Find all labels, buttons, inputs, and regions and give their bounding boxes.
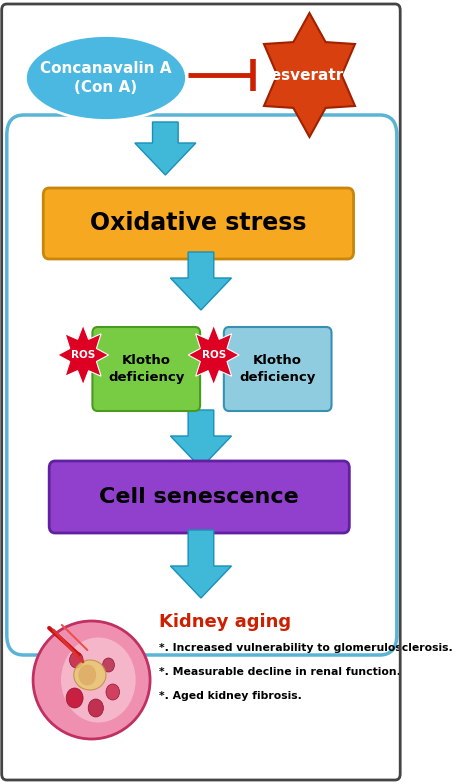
Text: Klotho
deficiency: Klotho deficiency (239, 354, 316, 383)
Polygon shape (135, 122, 196, 175)
Ellipse shape (33, 621, 150, 739)
Circle shape (70, 652, 83, 668)
Ellipse shape (26, 35, 187, 120)
Text: ROS: ROS (201, 350, 226, 360)
FancyBboxPatch shape (92, 327, 200, 411)
Ellipse shape (61, 637, 136, 723)
FancyBboxPatch shape (49, 461, 349, 533)
Polygon shape (171, 252, 231, 310)
Circle shape (106, 684, 119, 700)
Ellipse shape (74, 660, 106, 690)
Text: ROS: ROS (71, 350, 95, 360)
Circle shape (79, 665, 96, 685)
Polygon shape (264, 13, 355, 137)
Text: Concanavalin A
(Con A): Concanavalin A (Con A) (40, 60, 172, 95)
FancyBboxPatch shape (224, 327, 331, 411)
Text: Cell senescence: Cell senescence (100, 487, 299, 507)
Text: Kidney aging: Kidney aging (159, 613, 292, 631)
FancyBboxPatch shape (43, 188, 354, 259)
Text: *. Aged kidney fibrosis.: *. Aged kidney fibrosis. (159, 691, 302, 701)
FancyBboxPatch shape (7, 115, 397, 655)
Polygon shape (171, 410, 231, 468)
Polygon shape (171, 530, 231, 598)
Circle shape (66, 688, 83, 708)
Text: Oxidative stress: Oxidative stress (90, 211, 307, 235)
Text: Resveratrol: Resveratrol (260, 67, 359, 82)
Circle shape (102, 658, 114, 672)
Circle shape (88, 699, 103, 717)
Polygon shape (58, 325, 109, 385)
Text: *. Measurable decline in renal function.: *. Measurable decline in renal function. (159, 667, 401, 677)
Polygon shape (188, 325, 239, 385)
Text: *. Increased vulnerability to glomerulosclerosis.: *. Increased vulnerability to glomerulos… (159, 643, 453, 653)
Text: Klotho
deficiency: Klotho deficiency (108, 354, 184, 383)
